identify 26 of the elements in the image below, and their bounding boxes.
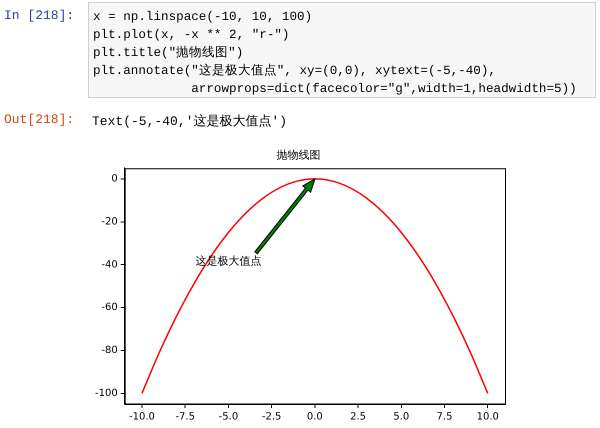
x-tick-label: 2.5 (350, 412, 366, 423)
text: plt.plot(x, -x ** 2, "r-") (93, 27, 290, 44)
line-series (141, 178, 488, 394)
x-tick-label: -2.5 (262, 412, 282, 423)
x-tick-label: 10.0 (476, 412, 499, 423)
text: x = np.linspace(-10, 10, 100) (93, 9, 314, 26)
text: arrowprops=dict(facecolor="g",width=1,headwidth=5)) (190, 81, 578, 98)
x-tick-label: -5.0 (218, 412, 238, 423)
x-tick-label: -7.5 (175, 412, 195, 423)
text: plt.title("抛物线图") (93, 44, 244, 62)
text: Text(-5,-40,'这是极大值点') (92, 113, 288, 130)
chart-title: 抛物线图 (276, 148, 320, 162)
annotation: 这是极大值点 (196, 254, 262, 268)
y-tick-label: -20 (101, 216, 118, 228)
y-tick-label: 0 (111, 174, 118, 185)
text: In [218]: (4, 8, 74, 23)
x-tick-label: -10.0 (129, 412, 155, 423)
x-tick-label: 7.5 (436, 412, 452, 423)
y-tick-label: -100 (94, 388, 118, 399)
y-tick-label: -80 (101, 345, 118, 356)
x-tick-label: 0.0 (306, 412, 323, 423)
y-tick-label: -60 (101, 302, 118, 314)
text: plt.annotate("这是极大值点", xy=(0,0), xytext=(-5,-40), (93, 62, 497, 80)
x-tick-label: 5.0 (393, 412, 410, 423)
text: Out[218]: (4, 112, 74, 127)
y-tick-label: -40 (101, 259, 118, 270)
